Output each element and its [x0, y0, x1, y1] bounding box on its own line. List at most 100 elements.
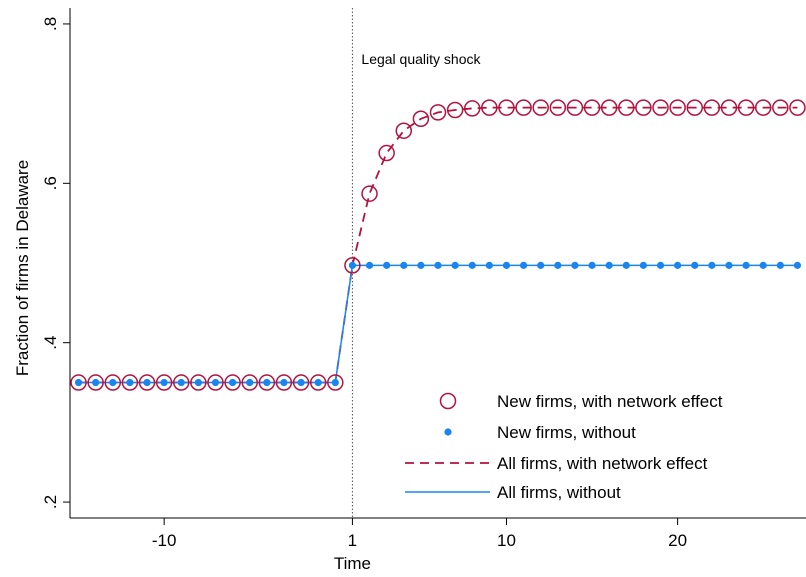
data-point-dot — [211, 378, 220, 387]
legend: New firms, with network effect New firms,… — [405, 392, 723, 502]
data-point-dot — [434, 261, 442, 269]
data-point-hollow — [412, 110, 430, 128]
data-point-hollow — [429, 104, 447, 121]
data-point-hollow — [463, 100, 481, 117]
data-point-dot — [622, 261, 630, 269]
data-point-hollow — [344, 257, 361, 274]
data-point-hollow — [446, 101, 464, 119]
data-point-dot — [605, 261, 613, 269]
legend-label: New firms, with network effect — [497, 392, 723, 411]
axes: -10 1 10 20 .2 .4 .6 .8 — [41, 8, 806, 550]
data-point-dot — [571, 261, 579, 269]
x-tick-label: 1 — [348, 531, 357, 550]
data-point-dot — [177, 378, 185, 387]
data-point-hollow — [104, 374, 122, 391]
data-point-dot — [143, 378, 151, 387]
data-point-hollow — [378, 144, 395, 162]
x-tick-label: 10 — [497, 531, 516, 550]
x-tick-label: -10 — [152, 531, 177, 550]
data-point-dot — [400, 261, 408, 269]
data-point-hollow — [618, 99, 635, 116]
series-line-all-firms-with-network-effect — [78, 106, 798, 384]
data-point-hollow — [498, 99, 515, 116]
data-point-hollow — [258, 374, 276, 391]
y-tick-label: .2 — [41, 495, 60, 509]
data-point-dot — [793, 261, 802, 269]
data-point-dot — [656, 261, 665, 269]
data-point-dot — [160, 378, 168, 387]
data-point-hollow — [549, 99, 567, 116]
data-point-hollow — [600, 99, 618, 116]
data-point-dot — [776, 261, 784, 269]
data-point-hollow — [481, 99, 498, 116]
data-point-hollow — [515, 99, 532, 116]
data-point-hollow — [703, 99, 721, 116]
data-point-dot — [519, 261, 528, 269]
y-tick-label: .8 — [41, 17, 60, 31]
data-point-dot — [229, 378, 237, 387]
data-point-hollow — [772, 99, 789, 116]
data-point-dot — [691, 261, 699, 269]
data-point-hollow — [395, 122, 413, 139]
data-point-hollow — [241, 374, 258, 391]
data-point-dot — [468, 261, 476, 269]
series-markers — [70, 99, 806, 391]
x-axis-title: Time — [334, 554, 371, 573]
data-point-hollow — [686, 99, 703, 116]
data-point-dot — [348, 261, 357, 269]
data-point-hollow — [566, 99, 584, 116]
data-point-hollow — [635, 99, 652, 116]
series-line-all-firms-without — [78, 264, 798, 384]
data-point-hollow — [789, 99, 806, 116]
data-point-hollow — [532, 99, 549, 116]
legend-label: New firms, without — [497, 423, 636, 442]
data-point-hollow — [138, 374, 156, 391]
data-point-dot — [674, 261, 682, 269]
data-point-dot — [708, 261, 716, 269]
legend-symbol-dot — [444, 428, 452, 436]
data-point-hollow — [720, 99, 738, 116]
data-point-dot — [280, 378, 288, 387]
data-point-hollow — [309, 374, 327, 391]
data-point-hollow — [669, 99, 686, 116]
data-point-dot — [537, 261, 545, 269]
data-point-dot — [74, 378, 83, 387]
data-point-dot — [759, 261, 767, 269]
data-point-dot — [246, 378, 254, 387]
data-point-dot — [451, 261, 459, 269]
data-point-dot — [639, 261, 647, 269]
data-point-hollow — [121, 374, 139, 391]
data-point-dot — [109, 378, 117, 387]
data-point-dot — [331, 378, 339, 387]
legend-symbol-hollow-circle — [439, 392, 457, 410]
data-point-hollow — [583, 99, 601, 116]
legend-label: All firms, without — [497, 483, 621, 502]
data-point-hollow — [361, 185, 378, 202]
data-point-hollow — [207, 374, 224, 391]
data-point-hollow — [652, 99, 669, 116]
data-point-dot — [742, 261, 750, 269]
y-axis-title: Fraction of firms in Delaware — [13, 160, 32, 376]
data-point-dot — [297, 378, 305, 387]
data-point-dot — [194, 378, 202, 387]
shock-annotation: Legal quality shock — [361, 51, 481, 67]
data-point-hollow — [224, 374, 241, 391]
x-tick-label: 20 — [668, 531, 687, 550]
legend-label: All firms, with network effect — [497, 454, 708, 473]
data-point-hollow — [737, 99, 755, 116]
data-point-dot — [502, 261, 511, 269]
data-point-dot — [92, 378, 100, 387]
data-point-dot — [485, 261, 493, 269]
data-point-dot — [263, 378, 271, 387]
data-point-dot — [126, 378, 134, 387]
data-point-hollow — [87, 374, 104, 391]
data-point-dot — [554, 261, 562, 269]
data-point-hollow — [70, 374, 87, 391]
data-point-hollow — [327, 374, 344, 391]
data-point-hollow — [155, 374, 173, 391]
data-point-hollow — [754, 99, 772, 116]
y-tick-label: .6 — [41, 176, 60, 190]
data-point-dot — [588, 261, 596, 269]
